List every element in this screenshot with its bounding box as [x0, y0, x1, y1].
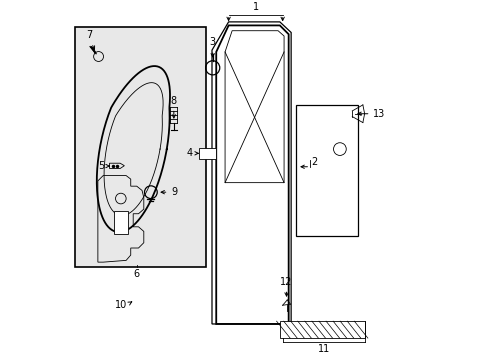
Text: 7: 7	[86, 30, 92, 40]
Text: 2: 2	[311, 157, 317, 167]
Text: 5: 5	[98, 161, 104, 171]
Text: 3: 3	[209, 37, 215, 47]
Text: 1: 1	[252, 2, 258, 12]
Text: 4: 4	[186, 148, 193, 158]
Bar	[75, 27, 205, 267]
Text: 13: 13	[372, 109, 384, 119]
Text: 9: 9	[171, 187, 177, 197]
Text: 6: 6	[133, 269, 140, 279]
Text: 12: 12	[280, 276, 292, 287]
Bar	[198, 148, 216, 159]
Bar	[279, 321, 364, 338]
Text: 10: 10	[115, 300, 127, 310]
Text: 11: 11	[317, 344, 329, 354]
Bar	[114, 211, 128, 234]
Text: 8: 8	[170, 96, 177, 105]
